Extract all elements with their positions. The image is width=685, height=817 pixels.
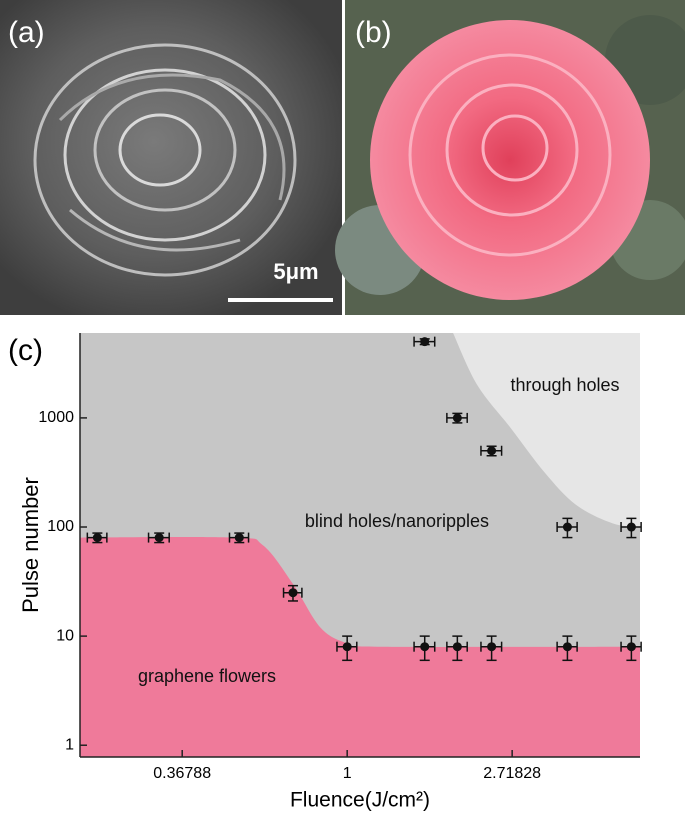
x-tick-label: 2.71828 xyxy=(483,765,541,782)
data-point xyxy=(452,642,462,652)
data-point-group xyxy=(480,445,503,457)
data-point-group xyxy=(556,635,578,662)
rose-petals xyxy=(408,53,612,257)
x-tick-label: 0.36788 xyxy=(153,765,211,782)
data-point-group xyxy=(336,635,358,662)
data-point xyxy=(92,533,102,543)
data-point xyxy=(342,642,352,652)
y-tick-label: 10 xyxy=(56,627,74,644)
region-label: blind holes/nanoripples xyxy=(305,511,489,531)
data-point-group xyxy=(480,635,503,662)
panel-a: (a) 5μm xyxy=(0,0,342,315)
y-tick-label: 1000 xyxy=(38,409,74,426)
y-axis-title: Pulse number xyxy=(18,477,43,613)
data-point-group xyxy=(446,412,468,424)
panel-b: (b) xyxy=(335,0,685,315)
x-axis-title: Fluence(J/cm²) xyxy=(290,789,430,812)
data-point xyxy=(452,413,462,423)
data-point-group xyxy=(228,532,250,544)
data-point-group xyxy=(147,532,170,544)
data-point xyxy=(562,642,572,652)
data-point xyxy=(487,446,497,456)
region xyxy=(80,537,640,757)
scale-bar-label: 5μm xyxy=(273,259,318,284)
data-point xyxy=(626,522,636,532)
x-tick-label: 1 xyxy=(343,765,352,782)
data-point xyxy=(288,588,298,598)
data-point xyxy=(562,522,572,532)
sem-image xyxy=(0,0,342,315)
panel-label: (b) xyxy=(355,16,392,49)
data-point xyxy=(154,533,164,543)
panel-c: blind holes/nanoripples through holes grap… xyxy=(8,333,642,812)
panel-label: (c) xyxy=(8,334,43,367)
data-point xyxy=(487,642,497,652)
rose xyxy=(370,20,650,300)
data-point-group xyxy=(413,635,436,662)
panel-label: (a) xyxy=(8,16,45,49)
region xyxy=(453,333,640,528)
data-point-group xyxy=(556,517,578,539)
region-label: graphene flowers xyxy=(138,666,276,686)
data-point-group xyxy=(620,517,642,539)
data-point-group xyxy=(446,635,468,662)
data-point-group xyxy=(86,532,108,544)
y-tick-label: 100 xyxy=(47,518,74,535)
data-point-group xyxy=(620,635,642,662)
region-label: through holes xyxy=(510,375,619,395)
data-point xyxy=(234,533,244,543)
y-tick-label: 1 xyxy=(65,736,74,753)
data-point-group xyxy=(413,336,436,347)
data-point xyxy=(420,642,430,652)
data-point xyxy=(626,642,636,652)
data-point xyxy=(420,337,430,347)
data-point-group xyxy=(282,584,303,602)
sem-texture xyxy=(33,43,297,277)
